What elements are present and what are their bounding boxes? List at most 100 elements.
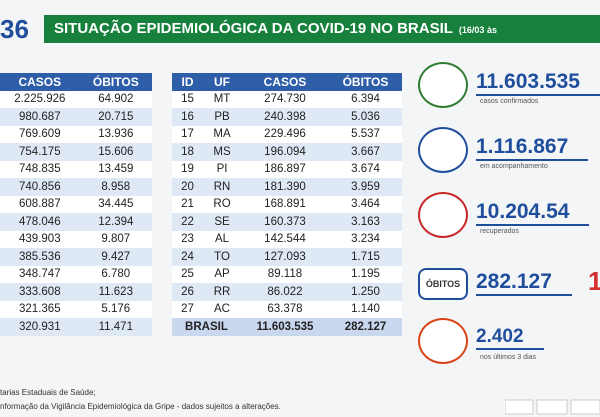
cell: 25 <box>172 265 204 283</box>
card-extra: 1 <box>588 266 600 296</box>
logo <box>505 399 534 415</box>
logo <box>536 399 568 415</box>
cell: 168.891 <box>240 195 329 213</box>
cell: 754.175 <box>0 143 80 161</box>
row: 2.225.926 64.902 <box>0 90 152 108</box>
cell: 86.022 <box>240 283 329 301</box>
card: ÓBITOS 282.127 1 <box>418 262 600 312</box>
row: 26 RR 86.022 1.250 <box>172 283 402 301</box>
header-cell: UF <box>203 73 241 91</box>
card-label: em acompanhamento <box>480 163 548 170</box>
cell: AC <box>203 300 241 318</box>
footer-line: tarias Estaduais de Saúde; <box>0 388 96 397</box>
card-value: 282.127 <box>476 270 572 296</box>
cell: 186.897 <box>240 160 329 178</box>
cell: 142.544 <box>240 230 329 248</box>
cell: 19 <box>172 160 204 178</box>
title: SITUAÇÃO EPIDEMIOLÓGICA DA COVID-19 NO B… <box>54 20 453 37</box>
cell: 320.931 <box>0 318 80 336</box>
row: 23 AL 142.544 3.234 <box>172 230 402 248</box>
cell: 229.496 <box>240 125 329 143</box>
icon <box>418 62 468 108</box>
cell: 160.373 <box>240 213 329 231</box>
card: 11.603.535 casos confirmados <box>418 62 600 112</box>
card-value: 11.603.535 <box>476 70 600 96</box>
header-cell: ÓBITOS <box>329 73 402 91</box>
header-cell: CASOS <box>0 73 80 91</box>
card-label: nos últimos 3 dias <box>480 354 537 361</box>
cell: 27 <box>172 300 204 318</box>
left-table: CASOS ÓBITOS 2.225.926 64.902 980.687 20.715 7… <box>0 73 152 336</box>
footer: tarias Estaduais de Saúde; nformação da V… <box>0 386 281 414</box>
row: 385.536 9.427 <box>0 248 152 266</box>
cell: 6.780 <box>79 265 152 283</box>
cell: 3.674 <box>329 160 402 178</box>
cell: RN <box>203 178 241 196</box>
cell: 64.902 <box>79 90 152 108</box>
row: 769.609 13.936 <box>0 125 152 143</box>
cell: 333.608 <box>0 283 80 301</box>
row: 22 SE 160.373 3.163 <box>172 213 402 231</box>
cell: 9.807 <box>79 230 152 248</box>
cell: MA <box>203 125 241 143</box>
date: (16/03 às <box>458 25 497 35</box>
cell: 3.959 <box>329 178 402 196</box>
cell: 9.427 <box>79 248 152 266</box>
row: 321.365 5.176 <box>0 300 152 318</box>
row: 754.175 15.606 <box>0 143 152 161</box>
header-cell: ÓBITOS <box>79 73 152 91</box>
cell: 740.856 <box>0 178 80 196</box>
cell: 12.394 <box>79 213 152 231</box>
header-row: CASOS ÓBITOS <box>0 73 152 91</box>
cell: 608.887 <box>0 195 80 213</box>
cell: 1.195 <box>329 265 402 283</box>
cell: RR <box>203 283 241 301</box>
header-cell: CASOS <box>240 73 329 91</box>
row: 333.608 11.623 <box>0 283 152 301</box>
card-value: 1.116.867 <box>476 135 589 161</box>
cell: BRASIL <box>172 318 241 336</box>
cell: 22 <box>172 213 204 231</box>
icon: ÓBITOS <box>418 268 468 300</box>
row: 348.747 6.780 <box>0 265 152 283</box>
cell: 63.378 <box>240 300 329 318</box>
cell: 127.093 <box>240 248 329 266</box>
header-cell: ID <box>172 73 204 91</box>
cell: 181.390 <box>240 178 329 196</box>
cell: 439.903 <box>0 230 80 248</box>
cell: 11.603.535 <box>240 318 329 336</box>
cell: 196.094 <box>240 143 329 161</box>
row: 320.931 11.471 <box>0 318 152 336</box>
row: 15 MT 274.730 6.394 <box>172 90 402 108</box>
cell: PB <box>203 108 241 126</box>
card-label: casos confirmados <box>480 98 539 105</box>
total-row: BRASIL 11.603.535 282.127 <box>172 318 402 336</box>
card: 1.116.867 em acompanhamento <box>418 127 600 177</box>
card: 10.204.54 recuperados <box>418 192 600 242</box>
card-value: 2.402 <box>476 326 544 350</box>
cell: 18 <box>172 143 204 161</box>
cell: RO <box>203 195 241 213</box>
cell: MS <box>203 143 241 161</box>
row: 740.856 8.958 <box>0 178 152 196</box>
cell: 20.715 <box>79 108 152 126</box>
cell: 20 <box>172 178 204 196</box>
row: 608.887 34.445 <box>0 195 152 213</box>
cell: 26 <box>172 283 204 301</box>
cell: 5.176 <box>79 300 152 318</box>
cell: AP <box>203 265 241 283</box>
cell: 5.036 <box>329 108 402 126</box>
icon <box>418 318 468 364</box>
cell: 16 <box>172 108 204 126</box>
cell: 21 <box>172 195 204 213</box>
cell: 385.536 <box>0 248 80 266</box>
cell: 1.715 <box>329 248 402 266</box>
cell: 1.250 <box>329 283 402 301</box>
cell: 321.365 <box>0 300 80 318</box>
cell: 980.687 <box>0 108 80 126</box>
card-label: recuperados <box>480 228 519 235</box>
header-row: ID UF CASOS ÓBITOS <box>172 73 402 91</box>
title-bar: SITUAÇÃO EPIDEMIOLÓGICA DA COVID-19 NO B… <box>44 15 600 43</box>
cell: 11.471 <box>79 318 152 336</box>
